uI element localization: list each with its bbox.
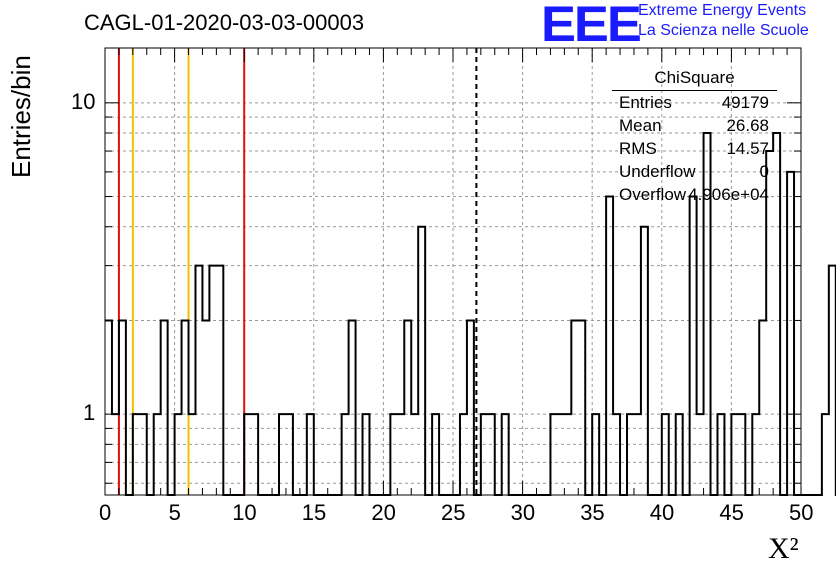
stats-row-overflow: Overflow 4.906e+04 bbox=[612, 183, 777, 206]
stats-value: 4.906e+04 bbox=[688, 185, 769, 204]
x-tick-label: 20 bbox=[371, 500, 396, 525]
eee-logo: EEE bbox=[541, 0, 642, 52]
page-title: CAGL-01-2020-03-03-00003 bbox=[84, 10, 365, 35]
x-tick-label: 30 bbox=[510, 500, 536, 525]
org-name-line1: Extreme Energy Events bbox=[638, 2, 807, 19]
x-tick-label: 10 bbox=[232, 500, 257, 525]
stats-key: Overflow bbox=[619, 185, 687, 204]
x-tick-label: 40 bbox=[649, 500, 675, 525]
x-tick-label: 25 bbox=[441, 500, 466, 525]
stats-row-underflow: Underflow 0 bbox=[612, 160, 777, 183]
x-tick-label: 35 bbox=[580, 500, 605, 525]
histogram bbox=[105, 131, 836, 496]
grid-layer bbox=[105, 48, 801, 495]
stats-key: RMS bbox=[619, 139, 657, 158]
stats-title: ChiSquare bbox=[612, 66, 777, 91]
stats-value: 0 bbox=[759, 162, 769, 181]
x-tick-label: 50 bbox=[789, 500, 814, 525]
stats-row-entries: Entries 49179 bbox=[612, 91, 777, 114]
x-tick-label: 5 bbox=[168, 500, 181, 525]
stats-key: Entries bbox=[619, 93, 672, 112]
stats-row-rms: RMS 14.57 bbox=[612, 137, 777, 160]
stats-box: ChiSquare Entries 49179 Mean 26.68 RMS 1… bbox=[612, 66, 777, 206]
org-name-line2: La Scienza nelle Scuole bbox=[638, 22, 809, 39]
stats-value: 26.68 bbox=[726, 116, 769, 135]
stats-key: Mean bbox=[619, 116, 662, 135]
axis-ticks bbox=[104, 48, 802, 495]
y-tick-label: 1 bbox=[83, 400, 96, 426]
stats-value: 14.57 bbox=[726, 139, 769, 158]
y-axis-label: Entries/bin bbox=[6, 55, 36, 178]
stats-row-mean: Mean 26.68 bbox=[612, 114, 777, 137]
histogram-line bbox=[105, 131, 836, 496]
stats-value: 49179 bbox=[721, 93, 769, 112]
x-tick-label: 45 bbox=[719, 500, 744, 525]
plot-frame bbox=[104, 47, 802, 496]
y-tick-label: 10 bbox=[71, 88, 96, 114]
x-tick-label: 0 bbox=[99, 500, 112, 525]
x-axis-label: X² bbox=[768, 532, 799, 565]
stats-key: Underflow bbox=[619, 162, 696, 181]
x-tick-label: 15 bbox=[301, 500, 327, 525]
